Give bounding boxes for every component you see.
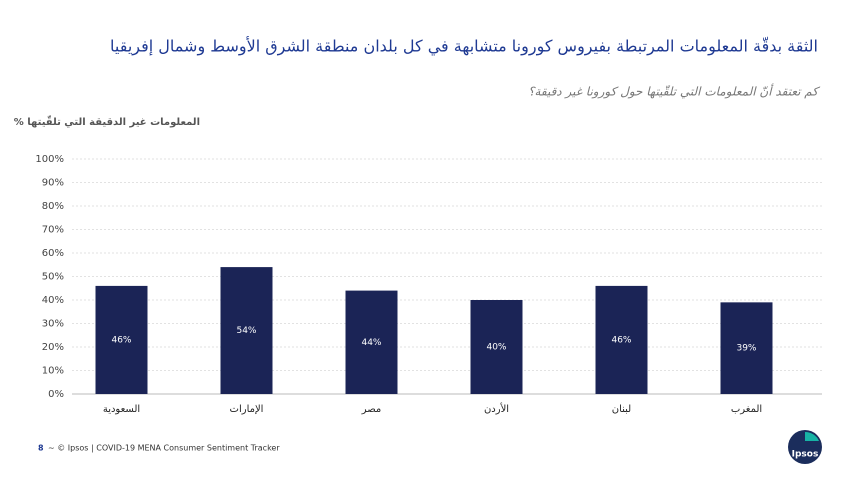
y-tick-label: 0% (48, 389, 64, 400)
value-label: 40% (486, 343, 506, 353)
bar (720, 302, 773, 394)
page-number: 8 (38, 444, 44, 453)
x-tick-label: مصر (361, 404, 382, 415)
y-tick-label: 80% (42, 201, 64, 212)
value-label: 46% (111, 335, 131, 345)
y-tick-label: 90% (42, 178, 64, 189)
y-tick-label: 10% (42, 366, 64, 377)
value-label: 54% (236, 326, 256, 336)
y-tick-label: 30% (42, 319, 64, 330)
logo-accent (805, 431, 819, 441)
x-tick-label: المغرب (731, 404, 762, 415)
y-tick-label: 20% (42, 342, 64, 353)
y-tick-label: 70% (42, 225, 64, 236)
bar (345, 290, 398, 394)
footer-text: ~ © Ipsos | COVID-19 MENA Consumer Senti… (48, 444, 280, 453)
bar (95, 285, 148, 394)
y-tick-label: 40% (42, 295, 64, 306)
bar (470, 300, 523, 394)
y-tick-label: 100% (35, 154, 64, 165)
value-label: 46% (611, 335, 631, 345)
slide-title: الثقة بدقّة المعلومات المرتبطة بفيروس كو… (110, 35, 818, 56)
logo-text: Ipsos (792, 450, 819, 460)
value-label: 39% (736, 344, 756, 354)
x-tick-label: لبنان (612, 404, 631, 415)
subtitle: كم تعتقد أنّ المعلومات التي تلقّيتها حول… (528, 84, 820, 99)
y-tick-label: 60% (42, 248, 64, 259)
y-axis-label: % المعلومات غير الدقيقة التي تلقّيتها (14, 115, 200, 128)
x-tick-label: الأردن (484, 402, 509, 415)
x-tick-label: الإمارات (230, 404, 264, 415)
bar (220, 267, 273, 394)
bar (595, 285, 648, 394)
logo: Ipsos (788, 430, 822, 464)
value-label: 44% (361, 338, 381, 348)
y-tick-label: 50% (42, 272, 64, 283)
x-tick-label: السعودية (103, 404, 140, 415)
